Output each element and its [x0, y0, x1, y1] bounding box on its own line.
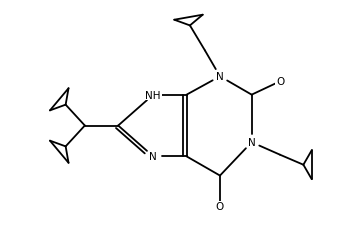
- Text: N: N: [149, 152, 157, 162]
- Text: N: N: [216, 72, 224, 82]
- Text: N: N: [248, 138, 256, 148]
- Text: NH: NH: [146, 90, 161, 100]
- Text: O: O: [276, 77, 284, 87]
- Text: O: O: [216, 202, 224, 212]
